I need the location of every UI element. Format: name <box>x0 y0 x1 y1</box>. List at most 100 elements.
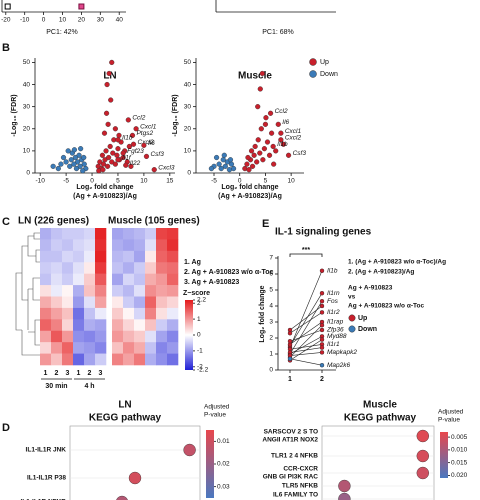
down-point <box>65 148 71 154</box>
pair-point <box>319 299 325 304</box>
heatmap-cell <box>51 296 63 309</box>
heatmap-cell <box>40 262 52 274</box>
plot-frame <box>69 425 201 500</box>
heatmap-cell <box>73 239 85 252</box>
pair-line <box>289 321 323 345</box>
x-tick-label: -10 <box>35 178 45 185</box>
heatmap-cell <box>167 250 179 263</box>
heatmap-cell <box>40 342 52 354</box>
heatmap-cell <box>156 319 168 332</box>
y-tick-label: 0 <box>187 170 191 177</box>
pathway-dot <box>416 449 429 463</box>
heatmap-cell <box>51 250 63 263</box>
heatmap-cell <box>51 228 63 240</box>
pathway-dot <box>416 429 429 443</box>
heatmap-cell <box>134 342 146 354</box>
heatmap-cell <box>123 330 135 343</box>
heatmap-cell <box>40 285 52 297</box>
row-label: IL1-IL1R NFKB <box>21 499 67 500</box>
heatmap-cell <box>156 296 168 309</box>
heatmap-cell <box>84 273 96 286</box>
pair-point <box>287 331 293 336</box>
colorbar-tick-label: 0.005 <box>451 434 468 441</box>
heatmap-cell <box>145 330 157 343</box>
pathway-dot <box>128 471 142 485</box>
heatmap-cell <box>145 273 157 286</box>
pair-line <box>289 312 323 334</box>
pca-point <box>78 3 85 10</box>
gene-label: Il22 <box>130 160 141 167</box>
colorbar-tick-label: 0.010 <box>451 447 468 454</box>
heatmap-cell <box>123 228 135 240</box>
heatmap-cell <box>112 273 124 286</box>
up-point <box>112 126 118 132</box>
heatmap-cell <box>51 330 63 343</box>
up-point <box>252 143 258 150</box>
y-tick-label: 30 <box>23 103 31 110</box>
heatmap-cell <box>123 342 135 354</box>
heatmap-cell <box>156 250 168 263</box>
heatmap-cell <box>112 262 124 274</box>
colorbar-title: Adjusted <box>438 409 464 416</box>
x-tick-label: -5 <box>63 178 69 185</box>
legend-label: Up <box>358 315 367 322</box>
heatmap-cell <box>95 342 107 354</box>
pair-point <box>319 327 325 333</box>
x-tick-label: 0 <box>238 178 242 185</box>
pair-line <box>289 305 323 331</box>
colorbar-title: P-value <box>204 412 226 419</box>
heatmap-cell <box>51 273 63 286</box>
heatmap-cell <box>95 273 107 286</box>
legend-label: 1. (Ag + A-910823 w/o α-Toc)/Ag <box>348 259 446 266</box>
panel-title: LN <box>103 71 116 82</box>
gene-label: Il1b <box>327 268 338 275</box>
heatmap-cell <box>73 285 85 297</box>
down-point <box>67 163 73 169</box>
heatmap-cell <box>62 342 74 354</box>
pair-point <box>287 339 293 344</box>
up-point <box>257 150 263 156</box>
pair-point <box>319 291 325 296</box>
up-point <box>114 152 120 158</box>
heatmap-cell <box>123 296 135 309</box>
heatmap-cell <box>84 262 96 274</box>
down-point <box>78 146 84 152</box>
down-point <box>81 154 87 161</box>
heatmap-cell <box>145 353 157 366</box>
heatmap-cell <box>123 307 135 320</box>
up-point <box>108 97 114 103</box>
colorbar-tick-label: 2.2 <box>197 297 206 304</box>
pair-line <box>289 358 323 366</box>
down-point <box>71 147 78 153</box>
heatmap-cell <box>167 330 179 343</box>
up-point <box>110 150 116 156</box>
heatmap-cell <box>73 353 85 366</box>
pathway-dot <box>338 479 351 493</box>
row-label: CCR-CXCR <box>283 466 318 473</box>
heatmap-cell <box>112 353 124 366</box>
row-label: ANGII AT1R NOX2 <box>262 437 318 444</box>
heatmap-cell <box>62 319 74 332</box>
heatmap-cell <box>156 273 168 286</box>
down-point <box>60 154 67 161</box>
gene-label: Cxcl2 <box>138 139 155 146</box>
heatmap-cell <box>95 262 107 274</box>
legend-swatch <box>309 70 317 78</box>
up-point <box>104 81 110 88</box>
x-tick-label: 5 <box>116 178 120 185</box>
down-point <box>71 161 77 167</box>
colorbar <box>206 430 214 498</box>
group-label: 30 min <box>45 383 67 390</box>
gene-label: Ccl2 <box>275 108 288 115</box>
heatmap-cell <box>145 285 157 297</box>
heatmap-cell <box>156 285 168 297</box>
down-point <box>213 154 220 161</box>
heatmap-cell <box>156 330 168 343</box>
legend-label: Ag + A-910823 w/o α-Toc <box>348 303 424 310</box>
gene-point <box>278 130 284 136</box>
heatmap-cell <box>95 330 107 343</box>
pair-point <box>319 303 325 309</box>
gene-point <box>120 150 126 156</box>
plot-frame <box>321 425 435 500</box>
